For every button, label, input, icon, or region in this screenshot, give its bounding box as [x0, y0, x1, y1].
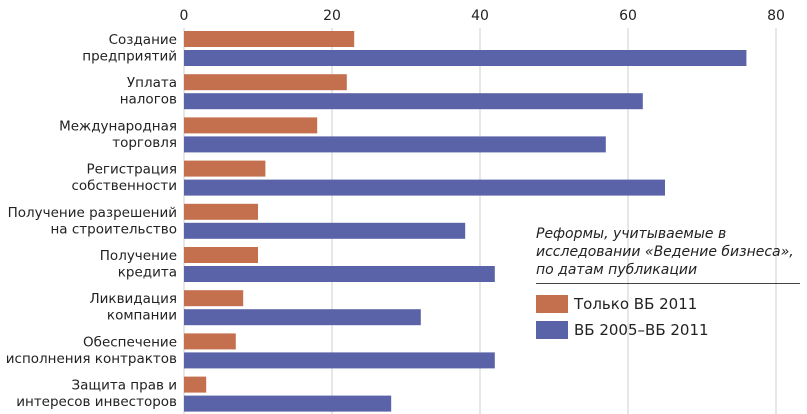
x-tick-label: 60: [619, 8, 637, 24]
bar-only-2011: [184, 117, 318, 134]
category-label: Обеспечение: [83, 334, 177, 350]
bar-2005-2011: [184, 179, 665, 196]
legend-title-line: Реформы, учитываемые в: [536, 226, 727, 242]
category-label: исполнения контрактов: [6, 351, 177, 367]
bar-only-2011: [184, 203, 258, 220]
category-label: Получение: [100, 248, 177, 264]
x-tick-label: 0: [180, 8, 189, 24]
legend-label: Только ВБ 2011: [574, 295, 698, 313]
category-label: Ликвидация: [90, 291, 178, 307]
bar-only-2011: [184, 74, 347, 91]
category-label: Защита прав и: [71, 378, 177, 394]
bar-2005-2011: [184, 93, 643, 110]
gridlines: [183, 28, 777, 414]
x-axis-ticks: 0 20 40 60 80: [180, 8, 785, 24]
bar-2005-2011: [184, 266, 495, 282]
legend: Реформы, учитываемые в исследовании «Вед…: [536, 225, 800, 343]
bar-only-2011: [184, 376, 207, 393]
bar-only-2011: [184, 160, 266, 177]
bars: [184, 31, 747, 412]
legend-item-only-2011: Только ВБ 2011: [536, 291, 800, 317]
category-label: собственности: [71, 178, 177, 194]
legend-swatch: [536, 321, 568, 339]
bar-2005-2011: [184, 222, 466, 239]
legend-title: Реформы, учитываемые в исследовании «Вед…: [536, 225, 800, 279]
legend-title-line: по датам публикации: [536, 262, 698, 278]
category-label: Создание: [109, 32, 177, 48]
category-label: Уплата: [127, 75, 177, 91]
x-tick-label: 20: [323, 8, 341, 24]
category-label: компании: [107, 308, 177, 324]
bar-only-2011: [184, 333, 236, 350]
category-label: кредита: [118, 265, 177, 281]
bar-only-2011: [184, 290, 244, 307]
x-tick-label: 40: [471, 8, 489, 24]
bar-only-2011: [184, 31, 355, 47]
bar-only-2011: [184, 247, 258, 263]
x-tick-label: 80: [767, 8, 785, 24]
legend-divider: [536, 283, 800, 284]
legend-swatch: [536, 295, 568, 313]
legend-label: ВБ 2005–ВБ 2011: [574, 321, 709, 339]
bar-2005-2011: [184, 50, 747, 66]
bar-2005-2011: [184, 395, 392, 412]
category-label: Получение разрешений: [8, 205, 177, 221]
bar-2005-2011: [184, 352, 495, 369]
category-label: Международная: [59, 118, 177, 134]
category-label: налогов: [120, 92, 177, 108]
category-label: интересов инвесторов: [16, 394, 177, 410]
legend-item-2005-2011: ВБ 2005–ВБ 2011: [536, 317, 800, 343]
category-label: на строительство: [50, 221, 177, 237]
bar-2005-2011: [184, 309, 421, 326]
category-label: Регистрация: [86, 162, 177, 178]
legend-title-line: исследовании «Ведение бизнеса»,: [536, 244, 794, 260]
category-label: торговля: [112, 135, 177, 151]
bar-2005-2011: [184, 136, 606, 153]
category-label: предприятий: [82, 49, 177, 65]
